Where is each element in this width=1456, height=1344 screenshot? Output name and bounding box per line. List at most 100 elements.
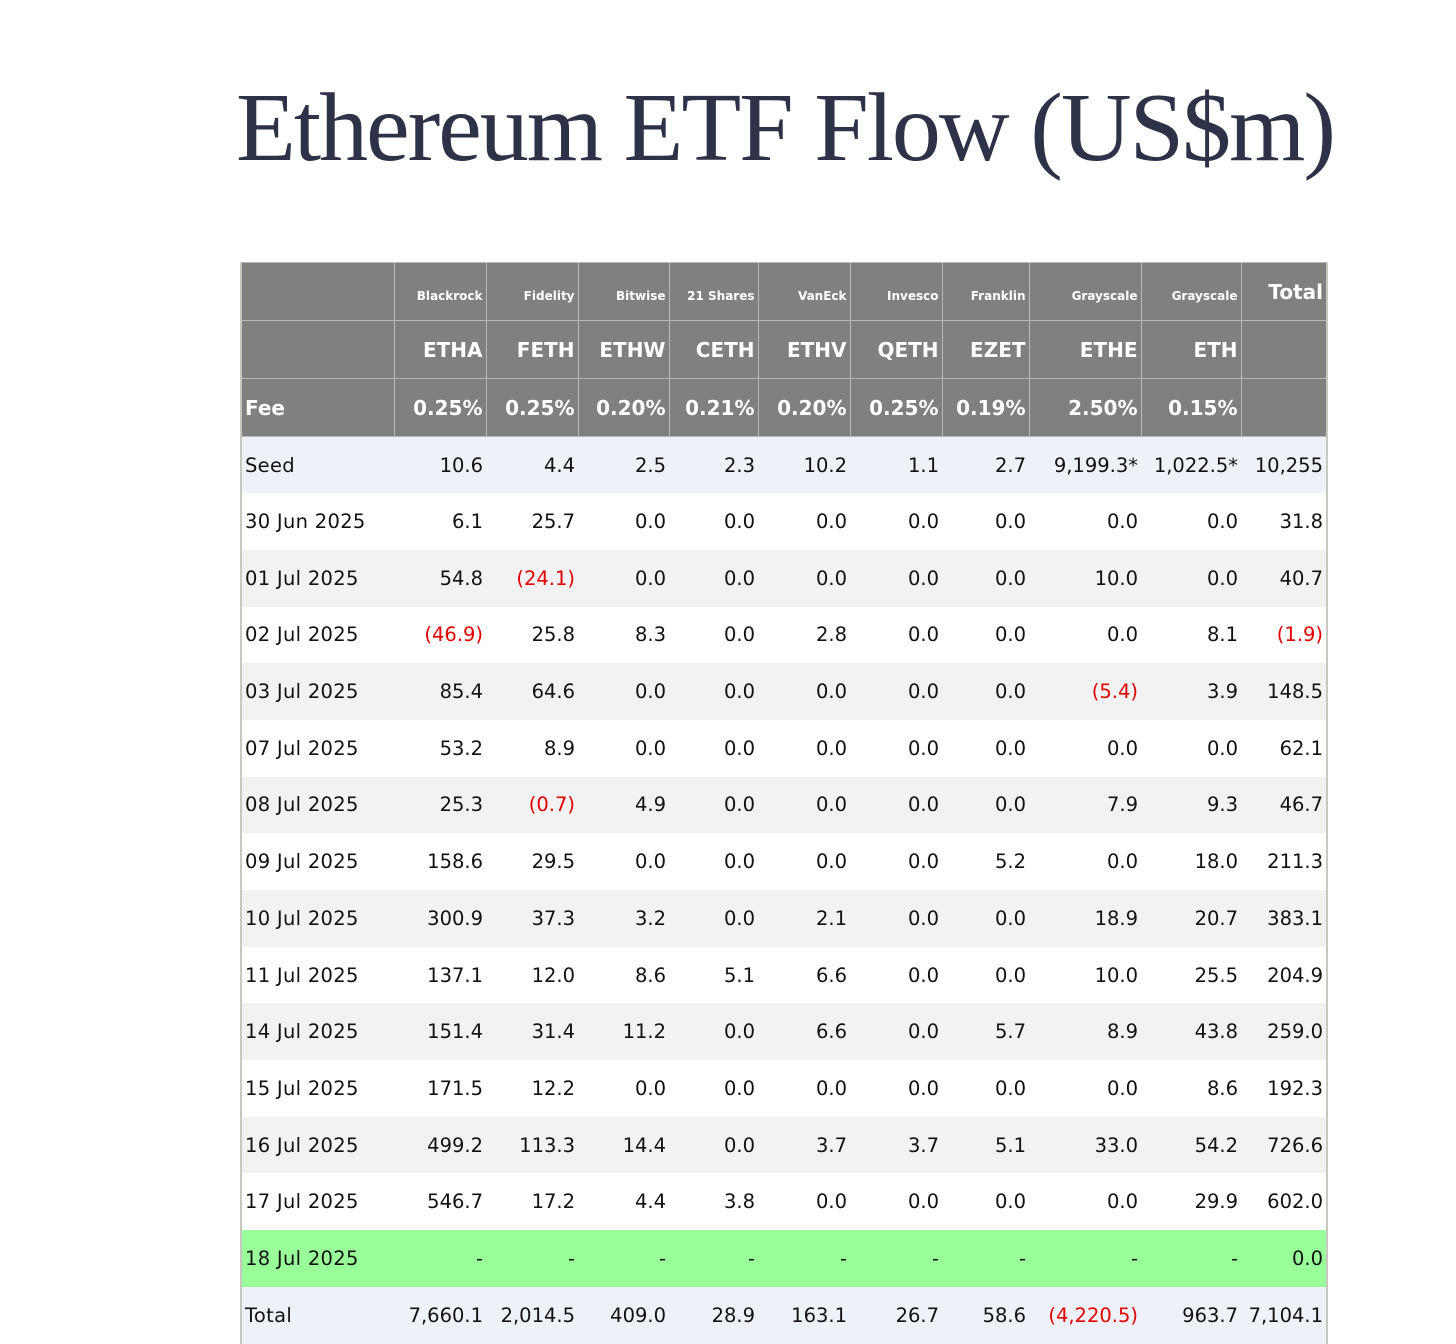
ticker: ETHW <box>577 320 670 379</box>
issuer: Fidelity <box>485 262 579 321</box>
flow-value: 2,014.5 <box>500 1303 575 1327</box>
data-row: Total 7,660.1 2,014.5 409.0 28.9 163.1 26.7 58.… <box>241 1286 1327 1344</box>
data-row: 08 Jul 2025 25.3 (0.7) 4.9 0.0 0.0 0.0 0.0 7.9 9.… <box>241 776 1327 834</box>
flow-value: 0.0 <box>1206 566 1238 590</box>
flow-value: 9.3 <box>1206 793 1238 817</box>
flow-value: 0.0 <box>723 510 755 534</box>
flow-value: 0.0 <box>815 793 847 817</box>
flow-value: 0.0 <box>907 736 939 760</box>
flow-value: 3.9 <box>1206 680 1238 704</box>
flow-value: 0.0 <box>723 793 755 817</box>
fee: 0.20% <box>577 378 670 437</box>
data-row: 17 Jul 2025 546.7 17.2 4.4 3.8 0.0 0.0 0.0 0.0 29… <box>241 1173 1327 1231</box>
ticker: ETHA <box>393 320 487 379</box>
flow-value: 0.0 <box>907 793 939 817</box>
flow-value: 171.5 <box>427 1076 483 1100</box>
flow-value: - <box>1018 1246 1026 1270</box>
flow-value: 10.2 <box>803 453 847 477</box>
row-label: 17 Jul 2025 <box>245 1190 359 1214</box>
row-label: 07 Jul 2025 <box>245 736 359 760</box>
flow-value: 40.7 <box>1279 566 1323 590</box>
flow-value: 25.7 <box>531 510 575 534</box>
flow-value: 151.4 <box>427 1020 483 1044</box>
row-label: 16 Jul 2025 <box>245 1133 359 1157</box>
flow-value: (46.9) <box>424 623 483 647</box>
row-label: 08 Jul 2025 <box>245 793 359 817</box>
flow-value: 259.0 <box>1267 1020 1323 1044</box>
row-label: 18 Jul 2025 <box>245 1246 359 1270</box>
flow-value: 12.0 <box>531 963 575 987</box>
flow-value: 0.0 <box>723 1076 755 1100</box>
flow-value: 0.0 <box>907 1190 939 1214</box>
empty-cell <box>240 320 395 379</box>
flow-value: 1.1 <box>907 453 939 477</box>
flow-value: 6.1 <box>451 510 483 534</box>
flow-value: (5.4) <box>1091 680 1138 704</box>
flow-value: 963.7 <box>1182 1303 1238 1327</box>
ticker: QETH <box>849 320 943 379</box>
row-label: 14 Jul 2025 <box>245 1020 359 1044</box>
flow-value: 0.0 <box>1106 850 1138 874</box>
empty-cell <box>240 262 395 321</box>
data-row: 30 Jun 2025 6.1 25.7 0.0 0.0 0.0 0.0 0.0 0.0 0.0 3… <box>241 493 1327 550</box>
data-row: 10 Jul 2025 300.9 37.3 3.2 0.0 2.1 0.0 0.0 18.9 2… <box>241 890 1327 947</box>
flow-value: 0.0 <box>815 1190 847 1214</box>
flow-value: 29.5 <box>531 850 575 874</box>
flow-value: 5.1 <box>994 1133 1026 1157</box>
flow-value: (0.7) <box>528 793 575 817</box>
flow-value: 0.0 <box>994 566 1026 590</box>
flow-value: 137.1 <box>427 963 483 987</box>
row-label: 11 Jul 2025 <box>245 963 359 987</box>
flow-value: 9,199.3* <box>1053 453 1138 477</box>
flow-value: 0.0 <box>1106 736 1138 760</box>
flow-value: 12.2 <box>531 1076 575 1100</box>
issuer: Invesco <box>849 262 943 321</box>
flow-value: 148.5 <box>1267 680 1323 704</box>
flow-value: 163.1 <box>791 1303 847 1327</box>
flow-value: 33.0 <box>1094 1133 1138 1157</box>
flow-value: 0.0 <box>634 850 666 874</box>
flow-value: 726.6 <box>1267 1133 1323 1157</box>
flow-value: 7.9 <box>1106 793 1138 817</box>
row-label: 03 Jul 2025 <box>245 680 359 704</box>
flow-value: 31.8 <box>1279 510 1323 534</box>
flow-value: 6.6 <box>815 963 847 987</box>
data-row: 16 Jul 2025 499.2 113.3 14.4 0.0 3.7 3.7 5.1 33.… <box>241 1116 1327 1174</box>
flow-value: 2.8 <box>815 623 847 647</box>
data-row: 02 Jul 2025 (46.9) 25.8 8.3 0.0 2.8 0.0 0.0 0.0 8… <box>241 606 1327 664</box>
flow-value: 2.5 <box>634 453 666 477</box>
row-label: 30 Jun 2025 <box>245 510 366 534</box>
flow-value: 0.0 <box>723 623 755 647</box>
flow-value: 0.0 <box>994 963 1026 987</box>
flow-value: 58.6 <box>982 1303 1026 1327</box>
flow-value: 8.1 <box>1206 623 1238 647</box>
flow-value: 0.0 <box>994 736 1026 760</box>
flow-value: 54.2 <box>1194 1133 1238 1157</box>
flow-value: 5.7 <box>994 1020 1026 1044</box>
flow-value: 26.7 <box>895 1303 939 1327</box>
flow-value: 0.0 <box>907 510 939 534</box>
flow-value: 0.0 <box>994 510 1026 534</box>
flow-value: 20.7 <box>1194 906 1238 930</box>
flow-value: 43.8 <box>1194 1020 1238 1044</box>
flow-value: - <box>475 1246 483 1270</box>
flow-value: 158.6 <box>427 850 483 874</box>
flow-value: 53.2 <box>439 736 483 760</box>
empty-cell <box>1240 378 1328 437</box>
flow-value: 14.4 <box>622 1133 666 1157</box>
flow-value: 8.6 <box>1206 1076 1238 1100</box>
fee-label: Fee <box>240 378 395 437</box>
flow-value: 300.9 <box>427 906 483 930</box>
data-row: 18 Jul 2025 - - - - - - - - - 0.0 <box>241 1230 1327 1287</box>
flow-value: 46.7 <box>1279 793 1323 817</box>
flow-value: 0.0 <box>907 850 939 874</box>
flow-value: 3.2 <box>634 906 666 930</box>
flow-value: 3.7 <box>907 1133 939 1157</box>
flow-value: 11.2 <box>622 1020 666 1044</box>
fee: 0.25% <box>849 378 943 437</box>
flow-value: 2.3 <box>723 453 755 477</box>
flow-value: 5.2 <box>994 850 1026 874</box>
etf-flow-table: Blackrock Fidelity Bitwise 21 Shares VanEck I… <box>240 262 1328 1344</box>
flow-value: 0.0 <box>907 906 939 930</box>
flow-value: 62.1 <box>1279 736 1323 760</box>
